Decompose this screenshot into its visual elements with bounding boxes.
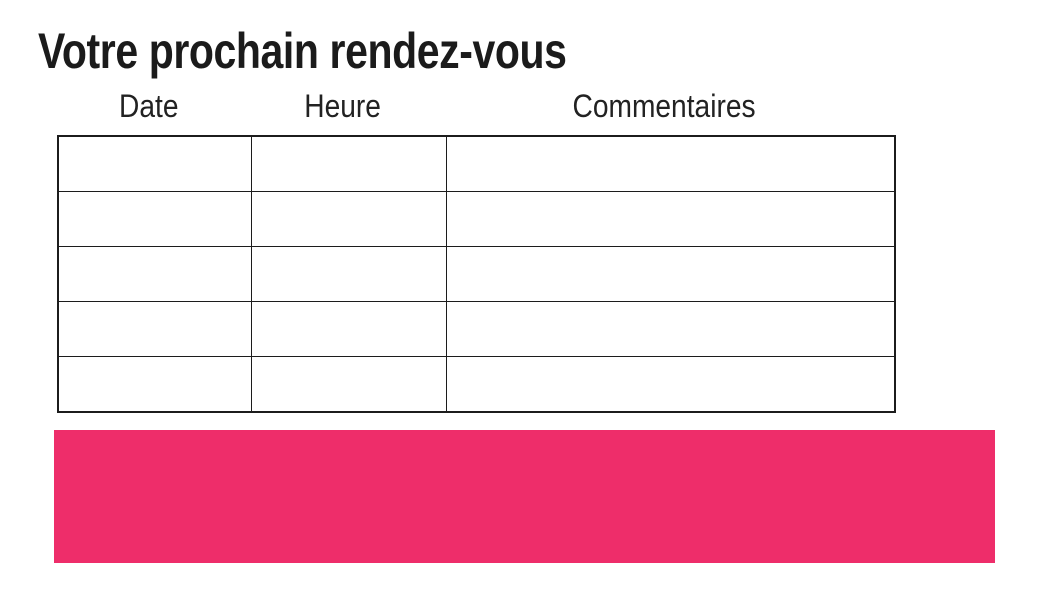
column-header-heure: Heure (245, 88, 440, 124)
table-cell-commentaires (445, 246, 896, 302)
table-cell-heure (250, 135, 447, 192)
table-row (57, 135, 896, 192)
appointments-table (57, 135, 896, 413)
table-row (57, 356, 896, 413)
table-cell-date (57, 191, 252, 247)
table-cell-date (57, 356, 252, 413)
table-cell-date (57, 135, 252, 192)
table-cell-date (57, 246, 252, 302)
pink-banner (54, 430, 995, 563)
column-header-commentaires: Commentaires (440, 88, 889, 124)
column-header-heure-label: Heure (304, 88, 381, 124)
table-cell-commentaires (445, 191, 896, 247)
table-cell-heure (250, 191, 447, 247)
table-cell-date (57, 301, 252, 357)
column-header-date-label: Date (118, 88, 179, 124)
table-row (57, 301, 896, 357)
table-cell-commentaires (445, 135, 896, 192)
table-row (57, 246, 896, 302)
table-cell-heure (250, 356, 447, 413)
column-header-commentaires-label: Commentaires (572, 88, 757, 124)
table-cell-commentaires (445, 356, 896, 413)
table-cell-heure (250, 301, 447, 357)
table-row (57, 191, 896, 247)
table-header-row: Date Heure Commentaires (52, 88, 889, 124)
table-cell-commentaires (445, 301, 896, 357)
page-title: Votre prochain rendez-vous (38, 26, 683, 76)
page-title-text: Votre prochain rendez-vous (38, 23, 567, 79)
table-cell-heure (250, 246, 447, 302)
column-header-date: Date (52, 88, 245, 124)
appointments-table-body (57, 135, 896, 413)
